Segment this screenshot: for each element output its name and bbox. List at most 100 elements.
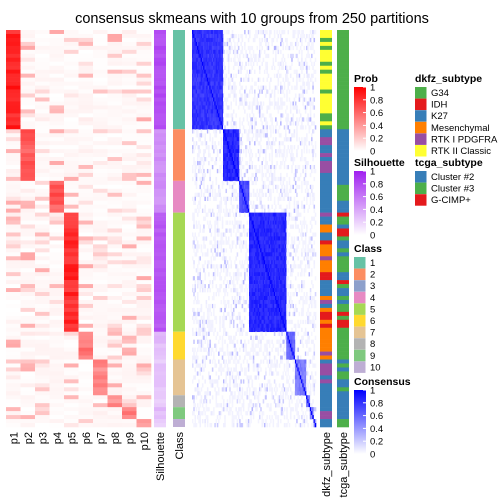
prob-cell (35, 423, 50, 428)
consensus-cell (311, 141, 313, 146)
consensus-cell (287, 240, 290, 245)
consensus-cell (312, 129, 314, 134)
consensus-cell (293, 33, 296, 39)
prob-cell (35, 391, 50, 396)
consensus-cell (282, 157, 285, 162)
consensus-cell (254, 220, 256, 225)
prob-cell (107, 232, 123, 237)
consensus-cell (203, 161, 205, 166)
prob-cell (35, 311, 50, 317)
consensus-cell (215, 192, 218, 198)
prob-cell (64, 339, 79, 344)
prob-cell (64, 89, 79, 94)
consensus-cell (235, 93, 237, 98)
consensus-cell (267, 212, 270, 217)
consensus-cell (312, 184, 314, 190)
consensus-cell (199, 149, 201, 154)
consensus-cell (209, 65, 211, 70)
consensus-cell (272, 164, 275, 170)
consensus-cell (311, 73, 313, 78)
consensus-cell (311, 137, 313, 142)
consensus-cell (265, 149, 267, 154)
consensus-cell (261, 268, 263, 273)
consensus-cell (282, 295, 285, 301)
prob-cell (136, 37, 152, 43)
prob-cell (78, 37, 94, 43)
consensus-cell (220, 204, 223, 209)
consensus-cell (251, 180, 254, 186)
prob-cell (107, 276, 123, 281)
consensus-cell (266, 89, 268, 94)
consensus-cell (252, 307, 255, 313)
prob-cell (107, 379, 123, 384)
consensus-cell (239, 89, 241, 94)
consensus-cell (200, 157, 203, 162)
consensus-cell (229, 137, 231, 142)
consensus-cell (218, 228, 220, 233)
consensus-cell (245, 73, 247, 78)
prob-cell (6, 311, 21, 317)
consensus-cell (296, 208, 298, 213)
silhouette-cell (154, 391, 166, 396)
consensus-cell (276, 252, 278, 257)
silhouette-cell (154, 129, 166, 134)
prob-cell (136, 272, 152, 277)
consensus-cell (214, 303, 216, 309)
prob-cell (78, 153, 94, 158)
consensus-cell (245, 208, 247, 213)
consensus-cell (280, 188, 282, 194)
prob-cell (35, 161, 50, 166)
consensus-cell (200, 65, 203, 70)
consensus-cell (311, 299, 313, 305)
prob-cell (6, 295, 21, 301)
consensus-cell (278, 260, 281, 265)
consensus-cell (266, 248, 268, 253)
consensus-cell (206, 264, 209, 269)
consensus-cell (262, 236, 265, 241)
silhouette-cell (154, 371, 166, 376)
consensus-cell (263, 129, 266, 134)
prob-cell (35, 30, 50, 35)
prob-cell (49, 335, 65, 340)
consensus-cell (268, 280, 271, 285)
prob-cell (35, 351, 50, 356)
consensus-cell (283, 192, 286, 198)
consensus-cell (230, 161, 232, 166)
consensus-cell (302, 101, 304, 106)
consensus-cell (302, 299, 304, 305)
prob-cell (93, 77, 108, 82)
consensus-cell (311, 236, 313, 241)
consensus-cell (272, 248, 275, 253)
consensus-cell (193, 319, 195, 325)
consensus-cell (249, 224, 251, 229)
consensus-cell (308, 149, 311, 154)
consensus-cell (214, 161, 216, 166)
consensus-cell (237, 105, 240, 110)
prob-cell (6, 200, 21, 205)
consensus-cell (299, 272, 302, 277)
consensus-cell (262, 292, 265, 297)
consensus-cell (296, 81, 298, 86)
consensus-cell (267, 141, 270, 146)
consensus-cell (204, 53, 206, 59)
consensus-cell (272, 244, 275, 249)
consensus-cell (227, 30, 230, 35)
consensus-cell (276, 121, 278, 126)
consensus-cell (280, 220, 282, 225)
consensus-cell (282, 256, 285, 261)
silhouette-cell (154, 335, 166, 340)
prob-cell (122, 65, 137, 70)
consensus-cell (267, 45, 270, 51)
consensus-cell (200, 89, 203, 94)
consensus-cell (223, 97, 225, 102)
consensus-cell (195, 319, 198, 325)
consensus-cell (205, 157, 208, 162)
consensus-cell (198, 33, 200, 39)
consensus-cell (224, 299, 226, 305)
consensus-cell (226, 208, 229, 213)
prob-cell (122, 367, 137, 372)
prob-cell (64, 280, 79, 285)
consensus-cell (216, 272, 219, 277)
consensus-cell (195, 61, 198, 67)
consensus-cell (237, 240, 240, 245)
